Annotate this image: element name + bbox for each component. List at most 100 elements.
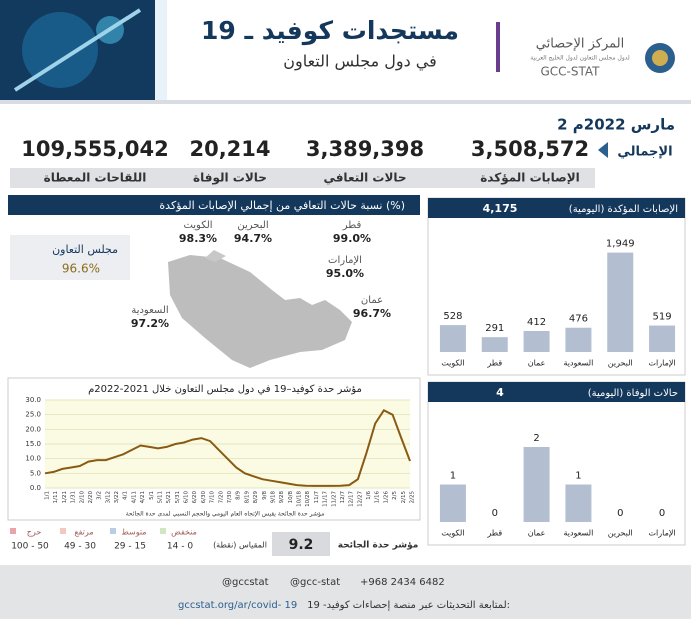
map-shape (168, 255, 352, 368)
gcc-name: مجلس التعاون (52, 243, 118, 256)
value-label: 519 (653, 312, 672, 323)
x-tick-label: 4/1 (123, 491, 129, 500)
x-tick-label: 2/5 (392, 491, 398, 500)
x-tick-label: 2/20 (88, 491, 94, 504)
y-tick-label: 15.0 (25, 440, 41, 448)
panel-title: الإصابات المؤكدة (اليومية) (569, 204, 678, 215)
map-title: نسبة حالات التعافي من إجمالي الإصابات ال… (159, 199, 405, 212)
url[interactable]: gccstat.org/ar/covid- 19 (178, 600, 297, 611)
subtitle: في دول مجلس التعاون (283, 52, 437, 72)
handle: @gccstat (222, 577, 269, 588)
severity-name: مرتفع (74, 528, 93, 537)
x-tick-label: قطر (486, 529, 502, 538)
region-value: 96.7% (353, 307, 391, 320)
value-label: 528 (443, 311, 462, 322)
severity-swatch (110, 528, 116, 534)
x-tick-label: 1/31 (71, 491, 77, 503)
bar (523, 330, 550, 352)
x-tick-label: 10/28 (305, 491, 311, 507)
region-value: 98.3% (179, 232, 217, 245)
y-tick-label: 0.0 (30, 484, 41, 492)
divider (0, 100, 691, 104)
x-tick-label: 6/10 (184, 491, 190, 504)
x-tick-label: الكويت (441, 529, 464, 538)
org-name: المركز الإحصائي (536, 37, 625, 52)
cases-panel (427, 197, 686, 376)
severity-range: 100 - 50 (11, 542, 49, 552)
bar (565, 484, 592, 522)
x-tick-label: 12/27 (357, 491, 363, 507)
region-value: 99.0% (333, 232, 371, 245)
map-labels: الكويت98.3%البحرين94.7%قطر99.0%الإمارات9… (131, 220, 391, 330)
total-label: اللقاحات المعطاة (44, 171, 147, 185)
syringe-graphic (13, 8, 142, 92)
x-tick-label: الإمارات (649, 529, 676, 539)
x-tick-label: 1/11 (53, 491, 59, 503)
current-value: 9.2 (289, 537, 314, 553)
x-tick-label: 5/21 (166, 491, 172, 503)
bar (565, 327, 592, 352)
x-tick-label: 5/11 (157, 491, 163, 503)
x-tick-label: 6/30 (201, 491, 207, 504)
severity-range: 14 - 0 (167, 542, 193, 552)
totals-label: الإجمالي (617, 145, 672, 160)
x-tick-label: 10/18 (297, 491, 303, 507)
current-label: مؤشر حدة الجائحة (338, 541, 419, 551)
region-name: عمان (361, 295, 383, 306)
x-tick-label: 1/6 (366, 491, 372, 500)
bar (607, 252, 634, 352)
x-tick-label: 8/9 (236, 491, 242, 500)
x-tick-label: 5/31 (175, 491, 181, 503)
bar (649, 325, 676, 352)
x-tick-label: 11/27 (331, 491, 337, 507)
x-tick-label: 3/12 (105, 491, 111, 503)
value-label: 291 (485, 323, 504, 334)
region-name: قطر (342, 220, 362, 231)
panel-total: 4,175 (483, 202, 518, 215)
severity-swatch (10, 528, 16, 534)
y-tick-label: 20.0 (25, 425, 41, 433)
virus-graphic (22, 12, 98, 88)
x-tick-label: 2/10 (79, 491, 85, 504)
x-tick-label: 9/8 (262, 491, 268, 500)
region-name: البحرين (237, 220, 268, 231)
value-label: 1 (575, 471, 581, 482)
x-tick-label: 10/8 (288, 491, 294, 504)
value-label: 1 (450, 471, 456, 482)
map-title-bar (8, 195, 420, 215)
x-tick-label: عمان (528, 359, 546, 368)
severity-swatch (60, 528, 66, 534)
region-value: 94.7% (234, 232, 272, 245)
y-tick-label: 30.0 (25, 396, 41, 404)
total-value: 3,389,398 (306, 137, 424, 161)
x-tick-label: 7/10 (210, 491, 216, 504)
value-label: 0 (617, 508, 623, 519)
chart-title: مؤشر حدة كوفيد–19 في دول مجلس التعاون خل… (88, 384, 362, 395)
chart-note: مؤشر حدة الجائحة يقيس الإتجاه العام اليو… (126, 511, 325, 518)
total-value: 20,214 (189, 137, 270, 161)
bar (439, 484, 466, 522)
x-tick-label: 11/17 (323, 491, 329, 507)
value-label: 0 (659, 508, 665, 519)
severity-name: متوسط (121, 528, 146, 537)
follow-text: لمتابعة التحديثات عبر منصة إحصاءات كوفيد… (307, 600, 510, 611)
total-label: الإصابات المؤكدة (480, 171, 580, 186)
value-label: 1,949 (606, 239, 635, 250)
total-value: 3,508,572 (471, 137, 589, 161)
x-tick-label: السعودية (563, 529, 593, 538)
x-tick-label: 7/30 (227, 491, 233, 504)
x-tick-label: 8/19 (244, 491, 250, 504)
severity-range: 29 - 15 (114, 542, 146, 552)
org-code: GCC-STAT (540, 65, 600, 79)
total-label: حالات التعافي (323, 171, 406, 185)
bar (523, 447, 550, 522)
x-tick-label: الكويت (441, 359, 464, 368)
x-tick-label: 9/18 (270, 491, 276, 504)
x-tick-label: 8/29 (253, 491, 259, 504)
total-label: حالات الوفاة (193, 171, 267, 186)
x-tick-label: البحرين (608, 359, 633, 368)
x-tick-label: 4/11 (131, 491, 137, 503)
index-chart: مؤشر حدة كوفيد–19 في دول مجلس التعاون خل… (25, 384, 415, 518)
handle: @gcc-stat (290, 577, 340, 588)
